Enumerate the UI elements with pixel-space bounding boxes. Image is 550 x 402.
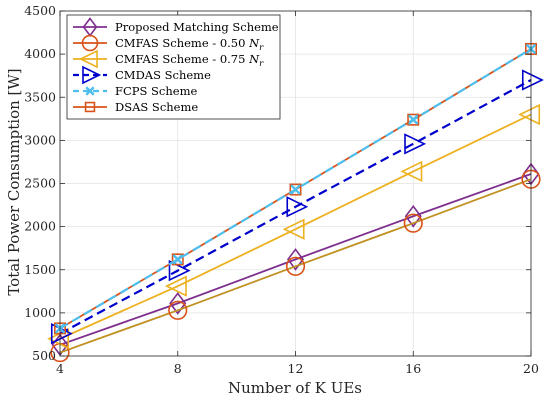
- data-point: [289, 183, 302, 196]
- legend-marker: [82, 65, 102, 85]
- y-tick-label: 1000: [24, 305, 56, 320]
- legend-marker: [84, 101, 96, 113]
- legend-box: [66, 14, 281, 120]
- data-point: [287, 248, 304, 271]
- x-tick-label: 20: [523, 361, 539, 376]
- series-layer: [47, 42, 544, 363]
- y-tick-label: 4000: [24, 46, 56, 61]
- y-tick-label: 2500: [24, 176, 56, 191]
- legend-label: CMFAS Scheme - 0.75 Nr: [115, 52, 264, 69]
- legend-entry: FCPS Scheme: [73, 84, 197, 98]
- legend-marker: [85, 86, 95, 96]
- data-point: [286, 196, 309, 218]
- data-point: [290, 184, 301, 195]
- x-tick-label: 4: [56, 361, 64, 376]
- data-point: [169, 292, 187, 315]
- legend-entry: Proposed Matching Scheme: [73, 17, 279, 37]
- legend-entry: CMFAS Scheme - 0.50 Nr: [73, 34, 264, 53]
- data-point: [164, 275, 187, 297]
- y-tick-label: 3000: [24, 132, 56, 147]
- legend-marker: [78, 49, 98, 69]
- series-line: [59, 173, 532, 346]
- legend-label: Proposed Matching Scheme: [115, 20, 279, 34]
- series-line: [59, 79, 532, 335]
- data-point: [168, 300, 188, 320]
- data-point: [407, 113, 420, 126]
- y-tick-label: 1500: [24, 262, 56, 277]
- data-point: [404, 133, 427, 155]
- y-tick-label: 2000: [24, 219, 56, 234]
- data-point: [168, 259, 191, 282]
- legend-entry: CMFAS Scheme - 0.75 Nr: [73, 49, 264, 69]
- data-point: [400, 160, 423, 183]
- legend-label: CMFAS Scheme - 0.50 Nr: [115, 36, 264, 53]
- x-tick-label: 8: [174, 361, 182, 376]
- data-point: [404, 204, 422, 228]
- legend-label: CMDAS Scheme: [115, 68, 211, 82]
- tick-layer: 500 1000 1500 2000 2500 3000 3500 4000 4500 4 8 12 1…: [24, 3, 539, 376]
- legend-marker: [81, 34, 99, 52]
- data-point: [518, 103, 541, 126]
- data-point: [521, 69, 544, 91]
- x-axis-label: Number of K UEs: [228, 379, 362, 397]
- data-point: [285, 256, 306, 276]
- data-point: [403, 213, 423, 233]
- y-tick-label: 3500: [24, 89, 56, 104]
- data-point: [172, 254, 183, 265]
- x-tick-label: 12: [288, 361, 304, 376]
- series-4: [50, 69, 544, 345]
- legend-entry: DSAS Scheme: [73, 100, 198, 114]
- y-tick-label: 500: [32, 348, 56, 363]
- legend-entry: CMDAS Scheme: [73, 65, 211, 85]
- y-axis-label: Total Power Consumption [W]: [5, 68, 23, 295]
- legend-label: DSAS Scheme: [115, 100, 198, 114]
- legend-label: FCPS Scheme: [115, 84, 197, 98]
- legend: Proposed Matching Scheme CMFAS Scheme - 0…: [66, 14, 281, 120]
- y-tick-label: 4500: [24, 3, 56, 18]
- series-line: [59, 113, 532, 340]
- series-line: [59, 178, 532, 354]
- x-tick-label: 16: [405, 361, 421, 376]
- data-point: [171, 253, 184, 266]
- data-point: [282, 218, 305, 240]
- data-point: [408, 114, 419, 125]
